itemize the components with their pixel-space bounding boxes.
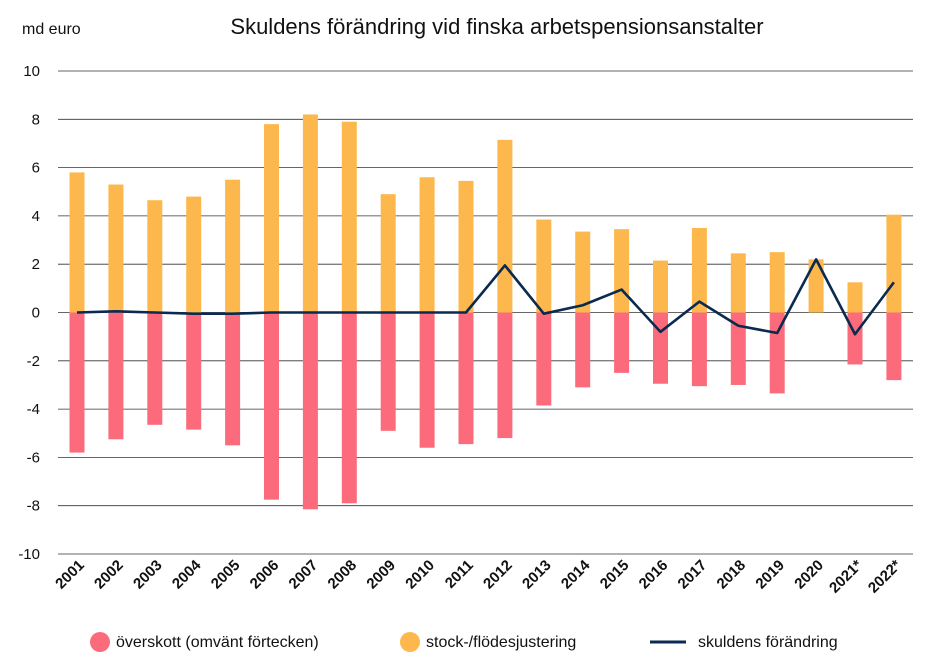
legend-swatch: [90, 632, 110, 652]
x-tick-label: 2015: [597, 557, 633, 593]
y-tick-label: -10: [18, 546, 40, 563]
x-tick-label: 2002: [91, 557, 127, 593]
bar: [419, 312, 435, 448]
x-tick-label: 2013: [519, 557, 555, 593]
x-tick-label: 2007: [286, 557, 322, 593]
bar: [302, 312, 318, 510]
bar: [886, 312, 902, 381]
bar: [769, 252, 785, 313]
x-tick-label: 2022*: [865, 557, 905, 597]
x-tick-label: 2020: [791, 557, 827, 593]
bars: [69, 114, 902, 510]
bar: [730, 253, 746, 313]
bar: [886, 214, 902, 313]
bar: [69, 172, 85, 313]
bar: [458, 312, 474, 445]
x-tick-label: 2019: [752, 557, 788, 593]
bar: [69, 312, 85, 453]
x-tick-label: 2016: [636, 557, 672, 593]
bar: [730, 312, 746, 385]
x-tick-label: 2021*: [826, 557, 866, 597]
bar: [264, 124, 279, 313]
x-tick-label: 2018: [714, 557, 750, 593]
bar: [536, 219, 552, 313]
bar: [497, 312, 513, 439]
x-tick-label: 2014: [558, 556, 594, 592]
x-tick-label: 2009: [363, 557, 399, 593]
x-tick-label: 2001: [52, 557, 88, 593]
bar: [380, 194, 396, 313]
bar: [614, 229, 630, 313]
bar: [108, 184, 124, 313]
bar: [847, 282, 863, 313]
x-tick-label: 2006: [247, 557, 283, 593]
bar: [691, 312, 707, 387]
bar: [341, 312, 357, 504]
y-tick-label: -8: [27, 498, 40, 515]
legend-label: skuldens förändring: [698, 634, 838, 651]
legend-label: stock-/flödesjustering: [426, 634, 576, 651]
y-tick-labels: 10 8 6 4 2 0 -2 -4 -6 -8 -10: [18, 63, 40, 563]
y-tick-label: 6: [32, 160, 40, 177]
chart-title: Skuldens förändring vid finska arbetspen…: [230, 14, 763, 39]
bar: [108, 312, 124, 440]
bar: [808, 259, 824, 313]
bar: [536, 312, 552, 406]
bar: [341, 121, 357, 313]
y-tick-label: -4: [27, 401, 40, 418]
y-tick-label: -6: [27, 449, 40, 466]
bar: [575, 312, 591, 388]
bar: [419, 177, 435, 313]
bar: [380, 312, 396, 431]
y-tick-label: 2: [32, 256, 40, 273]
bar: [147, 312, 163, 425]
bar: [458, 180, 474, 313]
legend: överskott (omvänt förtecken) stock-/flöde…: [90, 632, 838, 652]
x-tick-label: 2011: [442, 557, 477, 592]
y-tick-label: 8: [32, 111, 40, 128]
x-tick-label: 2004: [169, 556, 205, 592]
bar: [653, 260, 668, 313]
x-tick-labels: 2001 2002 2003 2004 2005 2006 2007 2008 2009 2010…: [52, 556, 905, 596]
bar: [575, 231, 591, 313]
bar: [264, 312, 279, 500]
y-tick-label: 4: [32, 208, 40, 225]
x-tick-label: 2003: [130, 557, 166, 593]
bar: [302, 114, 318, 313]
bar: [186, 196, 202, 313]
y-tick-label: 0: [32, 305, 40, 322]
y-tick-label: -2: [27, 353, 40, 370]
bar: [186, 312, 202, 430]
legend-label: överskott (omvänt förtecken): [116, 634, 319, 651]
bar: [614, 312, 630, 373]
bar: [147, 200, 163, 313]
x-tick-label: 2008: [325, 557, 361, 593]
bar: [653, 312, 668, 384]
bar: [225, 179, 241, 313]
y-axis-unit-label: md euro: [22, 21, 81, 38]
bar: [225, 312, 241, 446]
x-tick-label: 2010: [402, 557, 438, 593]
bar: [847, 312, 863, 365]
bar: [691, 227, 707, 313]
x-tick-label: 2017: [675, 557, 711, 593]
series-line: [76, 258, 895, 336]
y-tick-label: 10: [23, 63, 40, 80]
x-tick-label: 2005: [208, 557, 244, 593]
debt-change-line: [76, 258, 895, 336]
legend-swatch: [400, 632, 420, 652]
bar: [497, 139, 513, 313]
x-tick-label: 2012: [480, 557, 516, 593]
